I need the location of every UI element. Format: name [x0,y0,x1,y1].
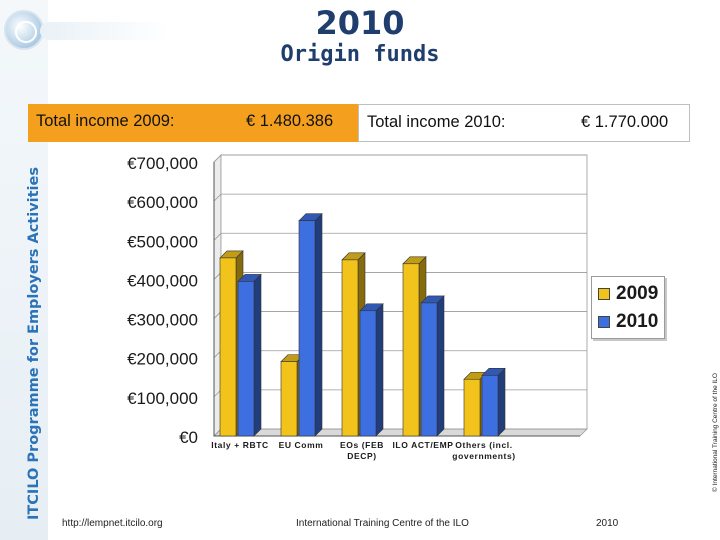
legend-label-2009: 2009 [616,283,659,304]
income-2009-value: € 1.480.386 [246,112,334,130]
bar-2009-0 [219,257,237,437]
footer-centre: International Training Centre of the ILO [296,518,469,529]
chart-legend: 2009 2010 [591,276,665,339]
bar-side-2010-1 [314,212,323,437]
chart-floor [213,428,588,437]
footer-url: http://lempnet.itcilo.org [62,518,163,529]
x-tick-label-0: Italy + RBTC [211,440,269,450]
bar-2009-3 [402,263,420,437]
bar-side-2010-0 [253,273,262,437]
bar-side-2010-3 [436,295,445,437]
income-summary: Total income 2009: € 1.480.386 Total inc… [28,104,690,142]
bar-side-2010-2 [375,303,384,437]
gridline-5 [213,232,587,241]
x-tick-label-1: EU Comm [279,440,324,450]
copyright-note: © International Training Centre of the I… [712,373,719,492]
footer-year: 2010 [596,518,619,529]
income-2010-box: Total income 2010: € 1.770.000 [358,104,690,142]
logo-swoosh [40,22,170,40]
bar-2009-1 [280,361,298,437]
x-tick-label-3: ILO ACT/EMP [392,440,453,450]
page-title: 2010 [315,4,405,42]
income-2010-value: € 1.770.000 [581,113,669,131]
bar-2010-1 [298,220,316,437]
x-tick-label-4-line-1: governments) [452,451,515,461]
bar-2010-0 [237,281,255,437]
page-subtitle: Origin funds [280,42,440,67]
income-2009-box: Total income 2009: € 1.480.386 [28,104,358,142]
bar-2010-4 [481,375,499,437]
y-tick-label-1: €100,000 [127,389,198,408]
y-tick-label-2: €200,000 [127,350,198,369]
bar-side-2010-4 [497,367,506,437]
y-tick-label-7: €700,000 [127,154,198,173]
x-tick-label-2-line-1: DECP) [347,451,376,461]
y-tick-label-5: €500,000 [127,232,198,251]
income-2010-label: Total income 2010: [367,113,506,131]
legend-label-2010: 2010 [616,311,659,332]
gridline-6 [213,193,587,202]
bar-2010-2 [359,310,377,437]
bar-2010-3 [420,302,438,437]
y-tick-label-4: €400,000 [127,271,198,290]
bar-2009-2 [341,259,359,437]
y-tick-label-6: €600,000 [127,193,198,212]
legend-swatch-2009 [598,288,610,300]
income-2009-label: Total income 2009: [36,112,175,130]
gridline-7 [213,154,587,163]
y-tick-label-3: €300,000 [127,311,198,330]
itcilo-logo-icon [4,10,44,50]
bar-2009-4 [463,378,481,437]
sidebar [0,0,48,540]
x-tick-label-4-line-0: Others (incl. [455,440,512,450]
legend-swatch-2010 [598,316,610,328]
x-tick-label-2-line-0: EOs (FEB [340,440,384,450]
y-tick-label-0: €0 [179,428,198,447]
